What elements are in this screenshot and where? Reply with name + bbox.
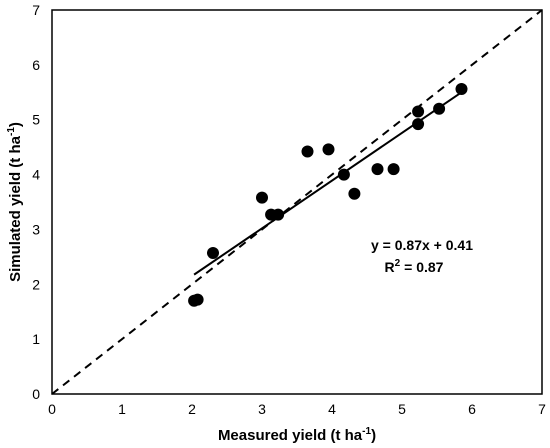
y-tick-label: 5 [32, 112, 40, 128]
y-tick-label: 1 [32, 331, 40, 347]
data-point [371, 163, 384, 176]
y-axis-title-exponent: -1 [6, 127, 17, 136]
regression-equation: y = 0.87x + 0.41 [371, 237, 473, 253]
x-tick-label: 1 [118, 401, 126, 417]
data-point [322, 143, 335, 156]
data-point [272, 208, 285, 221]
data-point [348, 187, 361, 200]
x-axis-title: Measured yield (t ha-1) [218, 426, 376, 444]
x-axis-title-end: ) [371, 427, 376, 444]
y-axis-title: Simulated yield (t ha-1) [6, 122, 24, 282]
r-squared-symbol: R [385, 259, 395, 275]
data-point [455, 82, 468, 95]
data-point [412, 105, 425, 118]
x-tick-label: 6 [468, 401, 476, 417]
data-point [387, 163, 400, 176]
data-point [412, 118, 425, 131]
x-tick-label: 7 [538, 401, 546, 417]
y-axis-title-text: Simulated yield (t ha [7, 135, 24, 282]
data-point [433, 102, 446, 115]
y-tick-label: 2 [32, 276, 40, 292]
y-axis-title-end: ) [7, 122, 24, 127]
data-point [256, 191, 268, 204]
x-tick-label: 2 [188, 401, 196, 417]
x-tick-label: 4 [328, 401, 336, 417]
x-tick-label: 0 [48, 401, 56, 417]
plot-frame [51, 9, 543, 395]
y-tick-label: 6 [32, 57, 40, 73]
y-tick-label: 3 [32, 221, 40, 237]
y-tick-label: 4 [32, 167, 40, 183]
r-squared-label: R2 = 0.87 [385, 258, 444, 275]
data-points [188, 82, 468, 307]
data-point [191, 293, 204, 306]
r-squared-exponent: 2 [395, 258, 401, 269]
x-tick-label: 3 [258, 401, 266, 417]
data-point [337, 168, 350, 181]
x-axis-title-text: Measured yield (t ha [218, 427, 363, 444]
y-tick-label: 0 [32, 386, 40, 402]
data-point [301, 145, 314, 158]
tick-labels: 0 1 2 3 4 5 6 7 0 1 2 3 4 5 6 7 [32, 2, 546, 417]
r-squared-value: = 0.87 [400, 259, 443, 275]
data-point [207, 247, 219, 260]
one-to-one-reference-line [51, 9, 543, 395]
y-tick-label: 7 [32, 2, 40, 18]
x-axis-title-exponent: -1 [362, 426, 371, 437]
x-tick-label: 5 [398, 401, 406, 417]
